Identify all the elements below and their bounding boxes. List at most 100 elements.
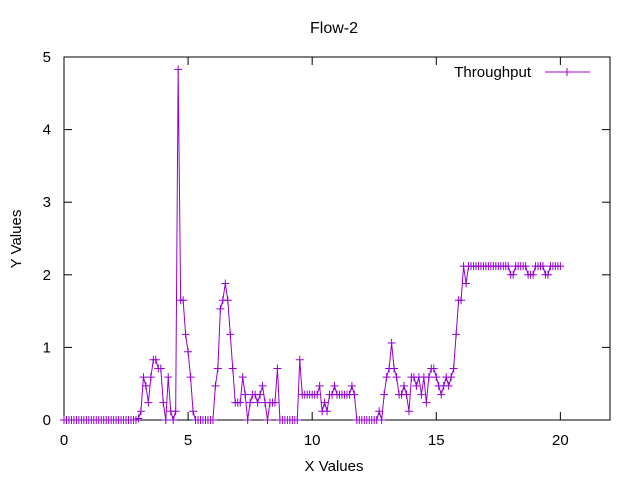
chart-title: Flow-2 (310, 20, 358, 37)
data-point (189, 407, 198, 416)
data-point (422, 398, 431, 407)
data-point (243, 416, 252, 424)
data-point (330, 381, 339, 390)
data-point (457, 296, 466, 305)
data-point (417, 390, 426, 399)
data-point (136, 407, 145, 416)
data-point (216, 304, 225, 313)
data-point (263, 416, 272, 424)
y-tick-label: 5 (43, 49, 51, 66)
data-point (146, 373, 155, 382)
x-tick-label: 5 (184, 432, 192, 449)
data-point (432, 373, 441, 382)
data-point (156, 364, 165, 373)
data-point (144, 398, 153, 407)
data-point (258, 381, 267, 390)
data-point (179, 296, 188, 305)
data-point (186, 373, 195, 382)
x-tick-label: 20 (552, 432, 569, 449)
data-point (141, 381, 150, 390)
data-point (246, 398, 255, 407)
data-point (221, 279, 230, 288)
data-point (315, 381, 324, 390)
data-point (226, 330, 235, 339)
data-point (228, 364, 237, 373)
data-point (380, 390, 389, 399)
data-point (400, 381, 409, 390)
data-point (256, 390, 265, 399)
data-point (449, 364, 458, 373)
data-point (151, 355, 160, 364)
y-tick-label: 2 (43, 267, 51, 284)
data-point (164, 373, 173, 382)
data-point (181, 330, 190, 339)
data-point (392, 373, 401, 382)
x-tick-label: 0 (60, 432, 68, 449)
data-point (211, 381, 220, 390)
data-point (375, 407, 384, 416)
data-point (236, 398, 245, 407)
legend-marker (563, 68, 571, 76)
data-point (543, 270, 552, 279)
data-point (184, 347, 193, 356)
data-point (402, 390, 411, 399)
data-point (437, 390, 446, 399)
data-point (377, 416, 386, 424)
data-point (538, 262, 547, 271)
series-line (64, 69, 561, 422)
data-point (241, 390, 250, 399)
x-tick-label: 10 (304, 432, 321, 449)
data-point (350, 390, 359, 399)
data-point (429, 364, 438, 373)
data-point (504, 262, 513, 271)
data-point (134, 414, 143, 423)
data-point (238, 373, 247, 382)
data-point (293, 416, 302, 424)
y-axis-label: Y Values (8, 210, 25, 269)
legend-label: Throughput (454, 64, 532, 81)
data-point (462, 279, 471, 288)
data-point (556, 262, 565, 271)
data-point (529, 270, 538, 279)
data-point (320, 398, 329, 407)
data-point (273, 364, 282, 373)
data-point (412, 381, 421, 390)
y-tick-label: 1 (43, 339, 51, 356)
y-tick-label: 4 (43, 122, 51, 139)
y-tick-label: 0 (43, 412, 51, 429)
y-tick-label: 3 (43, 194, 51, 211)
data-point (347, 381, 356, 390)
data-point (253, 398, 262, 407)
data-point (159, 398, 168, 407)
x-axis: 0 5 10 15 20 (60, 57, 569, 449)
data-point (139, 373, 148, 382)
data-point (387, 339, 396, 348)
series-layer (60, 65, 565, 424)
data-point (509, 270, 518, 279)
data-point (521, 262, 530, 271)
data-point (295, 355, 304, 364)
data-point (223, 296, 232, 305)
data-point (171, 407, 180, 416)
plot-frame (63, 56, 611, 421)
data-point (323, 407, 332, 416)
data-point (161, 416, 170, 424)
data-point (424, 373, 433, 382)
data-point (390, 364, 399, 373)
data-point (444, 381, 453, 390)
y-axis: 0 1 2 3 4 5 (43, 49, 610, 429)
x-axis-label: X Values (305, 458, 364, 475)
legend: Throughput (454, 64, 590, 81)
data-point (382, 373, 391, 382)
data-point (404, 407, 413, 416)
x-tick-label: 15 (428, 432, 445, 449)
data-point (270, 398, 279, 407)
data-point (213, 364, 222, 373)
data-point (452, 330, 461, 339)
data-point (169, 416, 178, 424)
data-point (313, 390, 322, 399)
data-point (208, 416, 217, 424)
data-point (447, 373, 456, 382)
data-point (174, 65, 183, 74)
